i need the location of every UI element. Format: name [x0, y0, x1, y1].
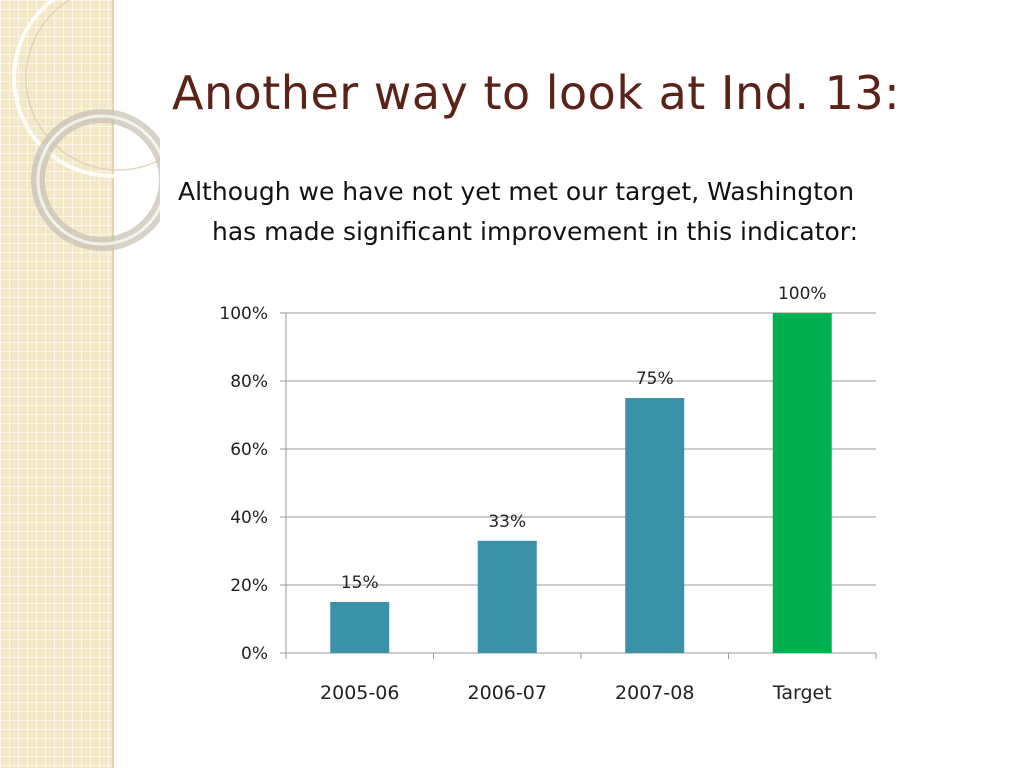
subtitle-line-2: has made significant improvement in this… [212, 217, 859, 246]
y-tick-label: 100% [219, 304, 268, 324]
slide-subtitle: Although we have not yet met our target,… [178, 172, 1008, 252]
y-tick-label: 20% [230, 576, 268, 596]
y-tick-label: 60% [230, 440, 268, 460]
data-label: 33% [488, 512, 526, 532]
x-tick-label: 2007-08 [615, 682, 694, 704]
x-tick-label: Target [772, 682, 832, 704]
y-tick-label: 80% [230, 372, 268, 392]
bar [772, 313, 832, 653]
y-tick-label: 40% [230, 508, 268, 528]
bar [477, 540, 537, 653]
subtitle-line-1: Although we have not yet met our target,… [178, 177, 855, 206]
bar [625, 398, 685, 653]
slide-title: Another way to look at Ind. 13: [172, 66, 901, 120]
data-label: 75% [636, 369, 674, 389]
bar [330, 602, 390, 653]
x-tick-label: 2006-07 [468, 682, 547, 704]
data-label: 100% [778, 284, 827, 304]
x-tick-label: 2005-06 [320, 682, 399, 704]
data-label: 15% [341, 573, 379, 593]
bar-chart: 0% 20% 40% 60% 80% 100% 15% 2005-06 33% 2006-07 75… [219, 284, 877, 704]
y-tick-label: 0% [241, 644, 268, 664]
decorative-rings [12, 0, 160, 251]
